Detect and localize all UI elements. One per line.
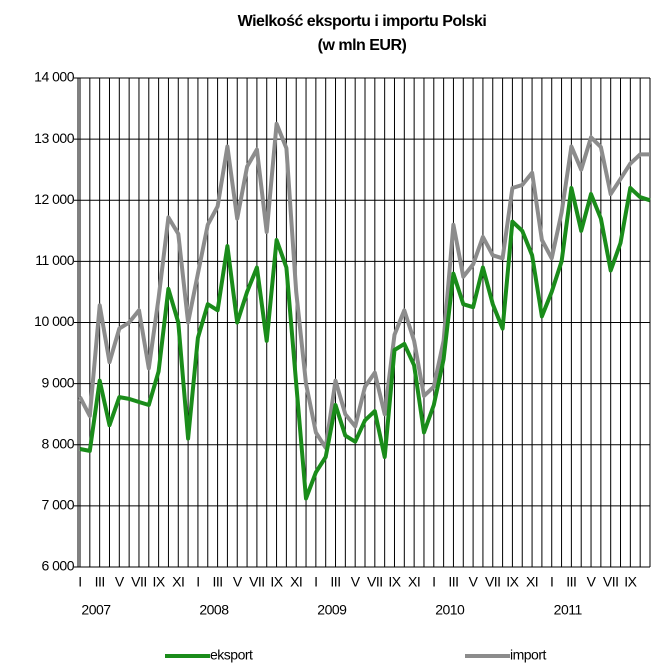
x-tick-label: I: [550, 574, 553, 590]
x-tick-label: IX: [624, 574, 637, 590]
year-label: 2009: [317, 602, 347, 618]
x-tick-label: V: [587, 574, 597, 590]
x-tick-label: V: [115, 574, 125, 590]
legend-label: eksport: [210, 647, 253, 663]
x-tick-label: VII: [603, 574, 619, 590]
x-tick-label: III: [330, 574, 340, 590]
y-tick-label: 8 000: [41, 435, 74, 451]
x-tick-label: IX: [270, 574, 283, 590]
x-tick-label: I: [196, 574, 199, 590]
series-line: [79, 186, 651, 501]
x-tick-label: III: [448, 574, 458, 590]
legend-label: import: [510, 647, 547, 663]
y-tick-label: 9 000: [41, 374, 74, 390]
x-tick-label: IX: [388, 574, 401, 590]
x-tick-label: III: [566, 574, 576, 590]
x-tick-label: III: [95, 574, 105, 590]
x-tick-label: IX: [506, 574, 519, 590]
chart-subtitle: (w mln EUR): [318, 37, 407, 54]
year-label: 2008: [199, 602, 229, 618]
x-tick-label: XI: [408, 574, 420, 590]
y-tick-label: 6 000: [41, 558, 74, 574]
x-tick-label: I: [314, 574, 317, 590]
x-tick-label: XI: [172, 574, 184, 590]
x-tick-label: III: [213, 574, 223, 590]
series-line: [78, 121, 650, 450]
x-tick-label: XI: [526, 574, 538, 590]
y-tick-label: 13 000: [34, 130, 75, 146]
x-tick-label: XI: [290, 574, 302, 590]
x-tick-label: VII: [249, 574, 265, 590]
x-tick-label: V: [351, 574, 361, 590]
x-tick-label: VII: [485, 574, 501, 590]
y-tick-label: 12 000: [34, 191, 75, 207]
x-tick-label: V: [469, 574, 479, 590]
year-label: 2011: [554, 602, 583, 618]
year-label: 2010: [435, 602, 465, 618]
x-tick-label: V: [233, 574, 243, 590]
chart-title: Wielkość eksportu i importu Polski: [238, 13, 487, 30]
x-tick-label: I: [432, 574, 435, 590]
x-tick-label: VII: [367, 574, 383, 590]
y-tick-label: 11 000: [35, 252, 74, 268]
y-tick-label: 10 000: [34, 313, 75, 329]
x-tick-label: IX: [153, 574, 166, 590]
x-tick-label: VII: [131, 574, 147, 590]
y-tick-label: 14 000: [34, 69, 75, 85]
x-tick-label: I: [78, 574, 81, 590]
y-tick-label: 7 000: [41, 497, 74, 513]
year-label: 2007: [81, 602, 111, 618]
